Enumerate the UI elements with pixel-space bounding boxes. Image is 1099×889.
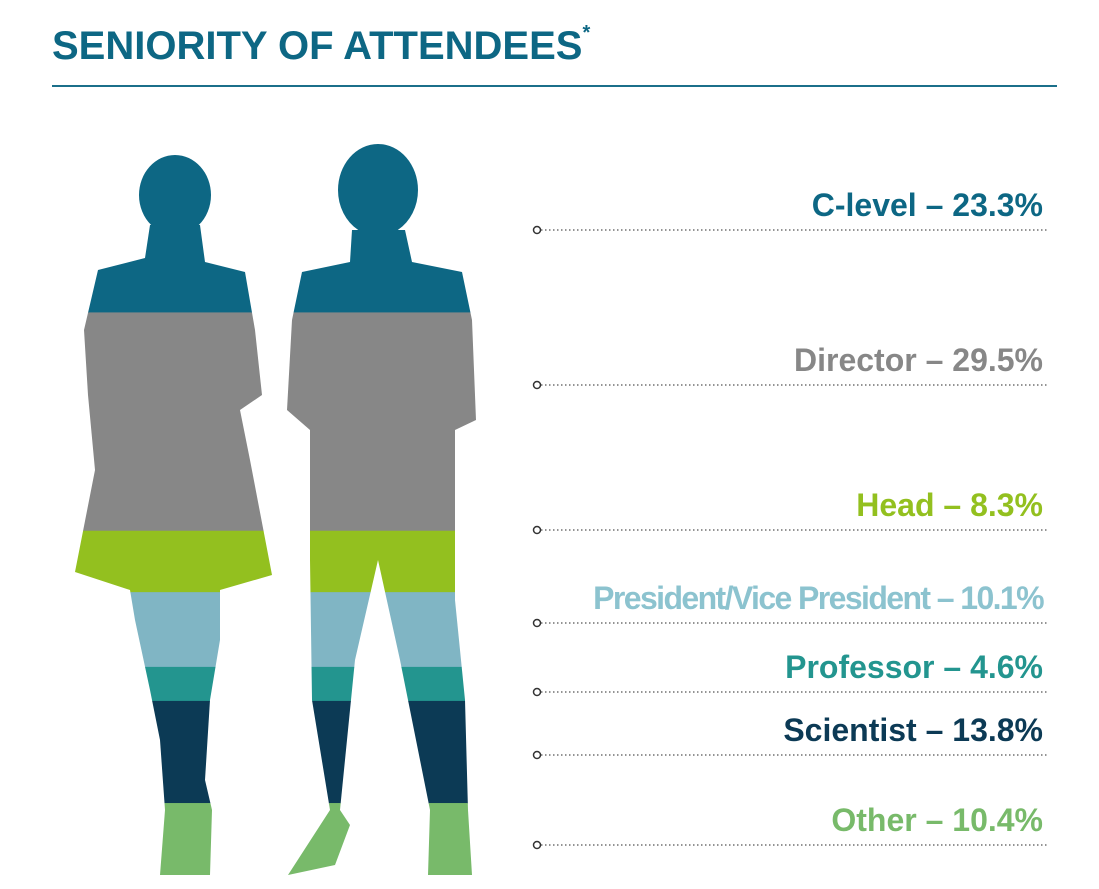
category-name: Scientist <box>783 712 917 748</box>
band <box>75 312 476 532</box>
category-name: President/Vice President <box>593 580 931 616</box>
category-name: C-level <box>812 187 917 223</box>
leader-dot <box>532 225 542 235</box>
title-marker: * <box>582 22 590 44</box>
leader-dot <box>532 525 542 535</box>
category-name: Other <box>831 802 916 838</box>
value-label: 29.5% <box>952 342 1043 378</box>
value-label: 10.4% <box>952 802 1043 838</box>
category-label: Professor – 4.6% <box>785 649 1043 685</box>
separator: – <box>917 712 953 748</box>
value-label: 13.8% <box>952 712 1043 748</box>
band <box>75 700 476 804</box>
category-name: Director <box>794 342 917 378</box>
category-label: C-level – 23.3% <box>812 187 1043 223</box>
band <box>75 803 476 875</box>
separator: – <box>917 342 953 378</box>
title-text: SENIORITY OF ATTENDEES <box>52 24 582 68</box>
separator: – <box>934 649 970 685</box>
separator: – <box>934 487 970 523</box>
band <box>75 666 476 702</box>
leader-dot <box>532 840 542 850</box>
leader-dot <box>532 687 542 697</box>
category-label: Director – 29.5% <box>794 342 1043 378</box>
value-label: 4.6% <box>970 649 1043 685</box>
category-label: President/Vice President – 10.1% <box>593 580 1044 616</box>
labels: C-level – 23.3% Director – 29.5% Head – 8.… <box>532 187 1047 850</box>
separator: – <box>917 187 953 223</box>
band <box>75 592 476 668</box>
leader-dot <box>532 750 542 760</box>
category-name: Head <box>856 487 934 523</box>
band <box>75 530 476 593</box>
band <box>75 144 476 313</box>
category-label: Head – 8.3% <box>856 487 1043 523</box>
category-label: Scientist – 13.8% <box>783 712 1043 748</box>
separator: – <box>917 802 953 838</box>
value-label: 8.3% <box>970 487 1043 523</box>
silhouettes <box>75 144 476 875</box>
separator: – <box>929 580 960 616</box>
value-label: 10.1% <box>960 580 1044 616</box>
leader-dot <box>532 380 542 390</box>
leader-dot <box>532 618 542 628</box>
chart-title: SENIORITY OF ATTENDEES* <box>52 22 590 67</box>
category-name: Professor <box>785 649 934 685</box>
category-label: Other – 10.4% <box>831 802 1043 838</box>
value-label: 23.3% <box>952 187 1043 223</box>
